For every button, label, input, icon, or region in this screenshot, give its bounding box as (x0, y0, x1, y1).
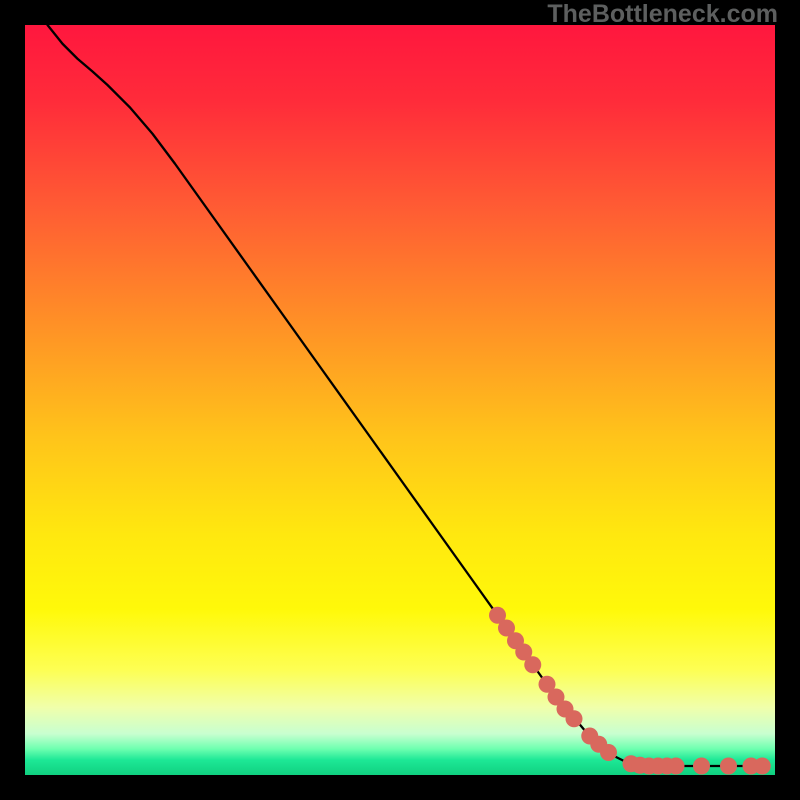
data-marker (524, 656, 541, 673)
data-marker (754, 758, 771, 775)
data-marker (600, 744, 617, 761)
data-marker (693, 758, 710, 775)
plot-background (25, 25, 775, 775)
data-marker (668, 758, 685, 775)
watermark-text: TheBottleneck.com (547, 0, 778, 29)
data-marker (720, 758, 737, 775)
bottleneck-chart (0, 0, 800, 800)
data-marker (566, 710, 583, 727)
